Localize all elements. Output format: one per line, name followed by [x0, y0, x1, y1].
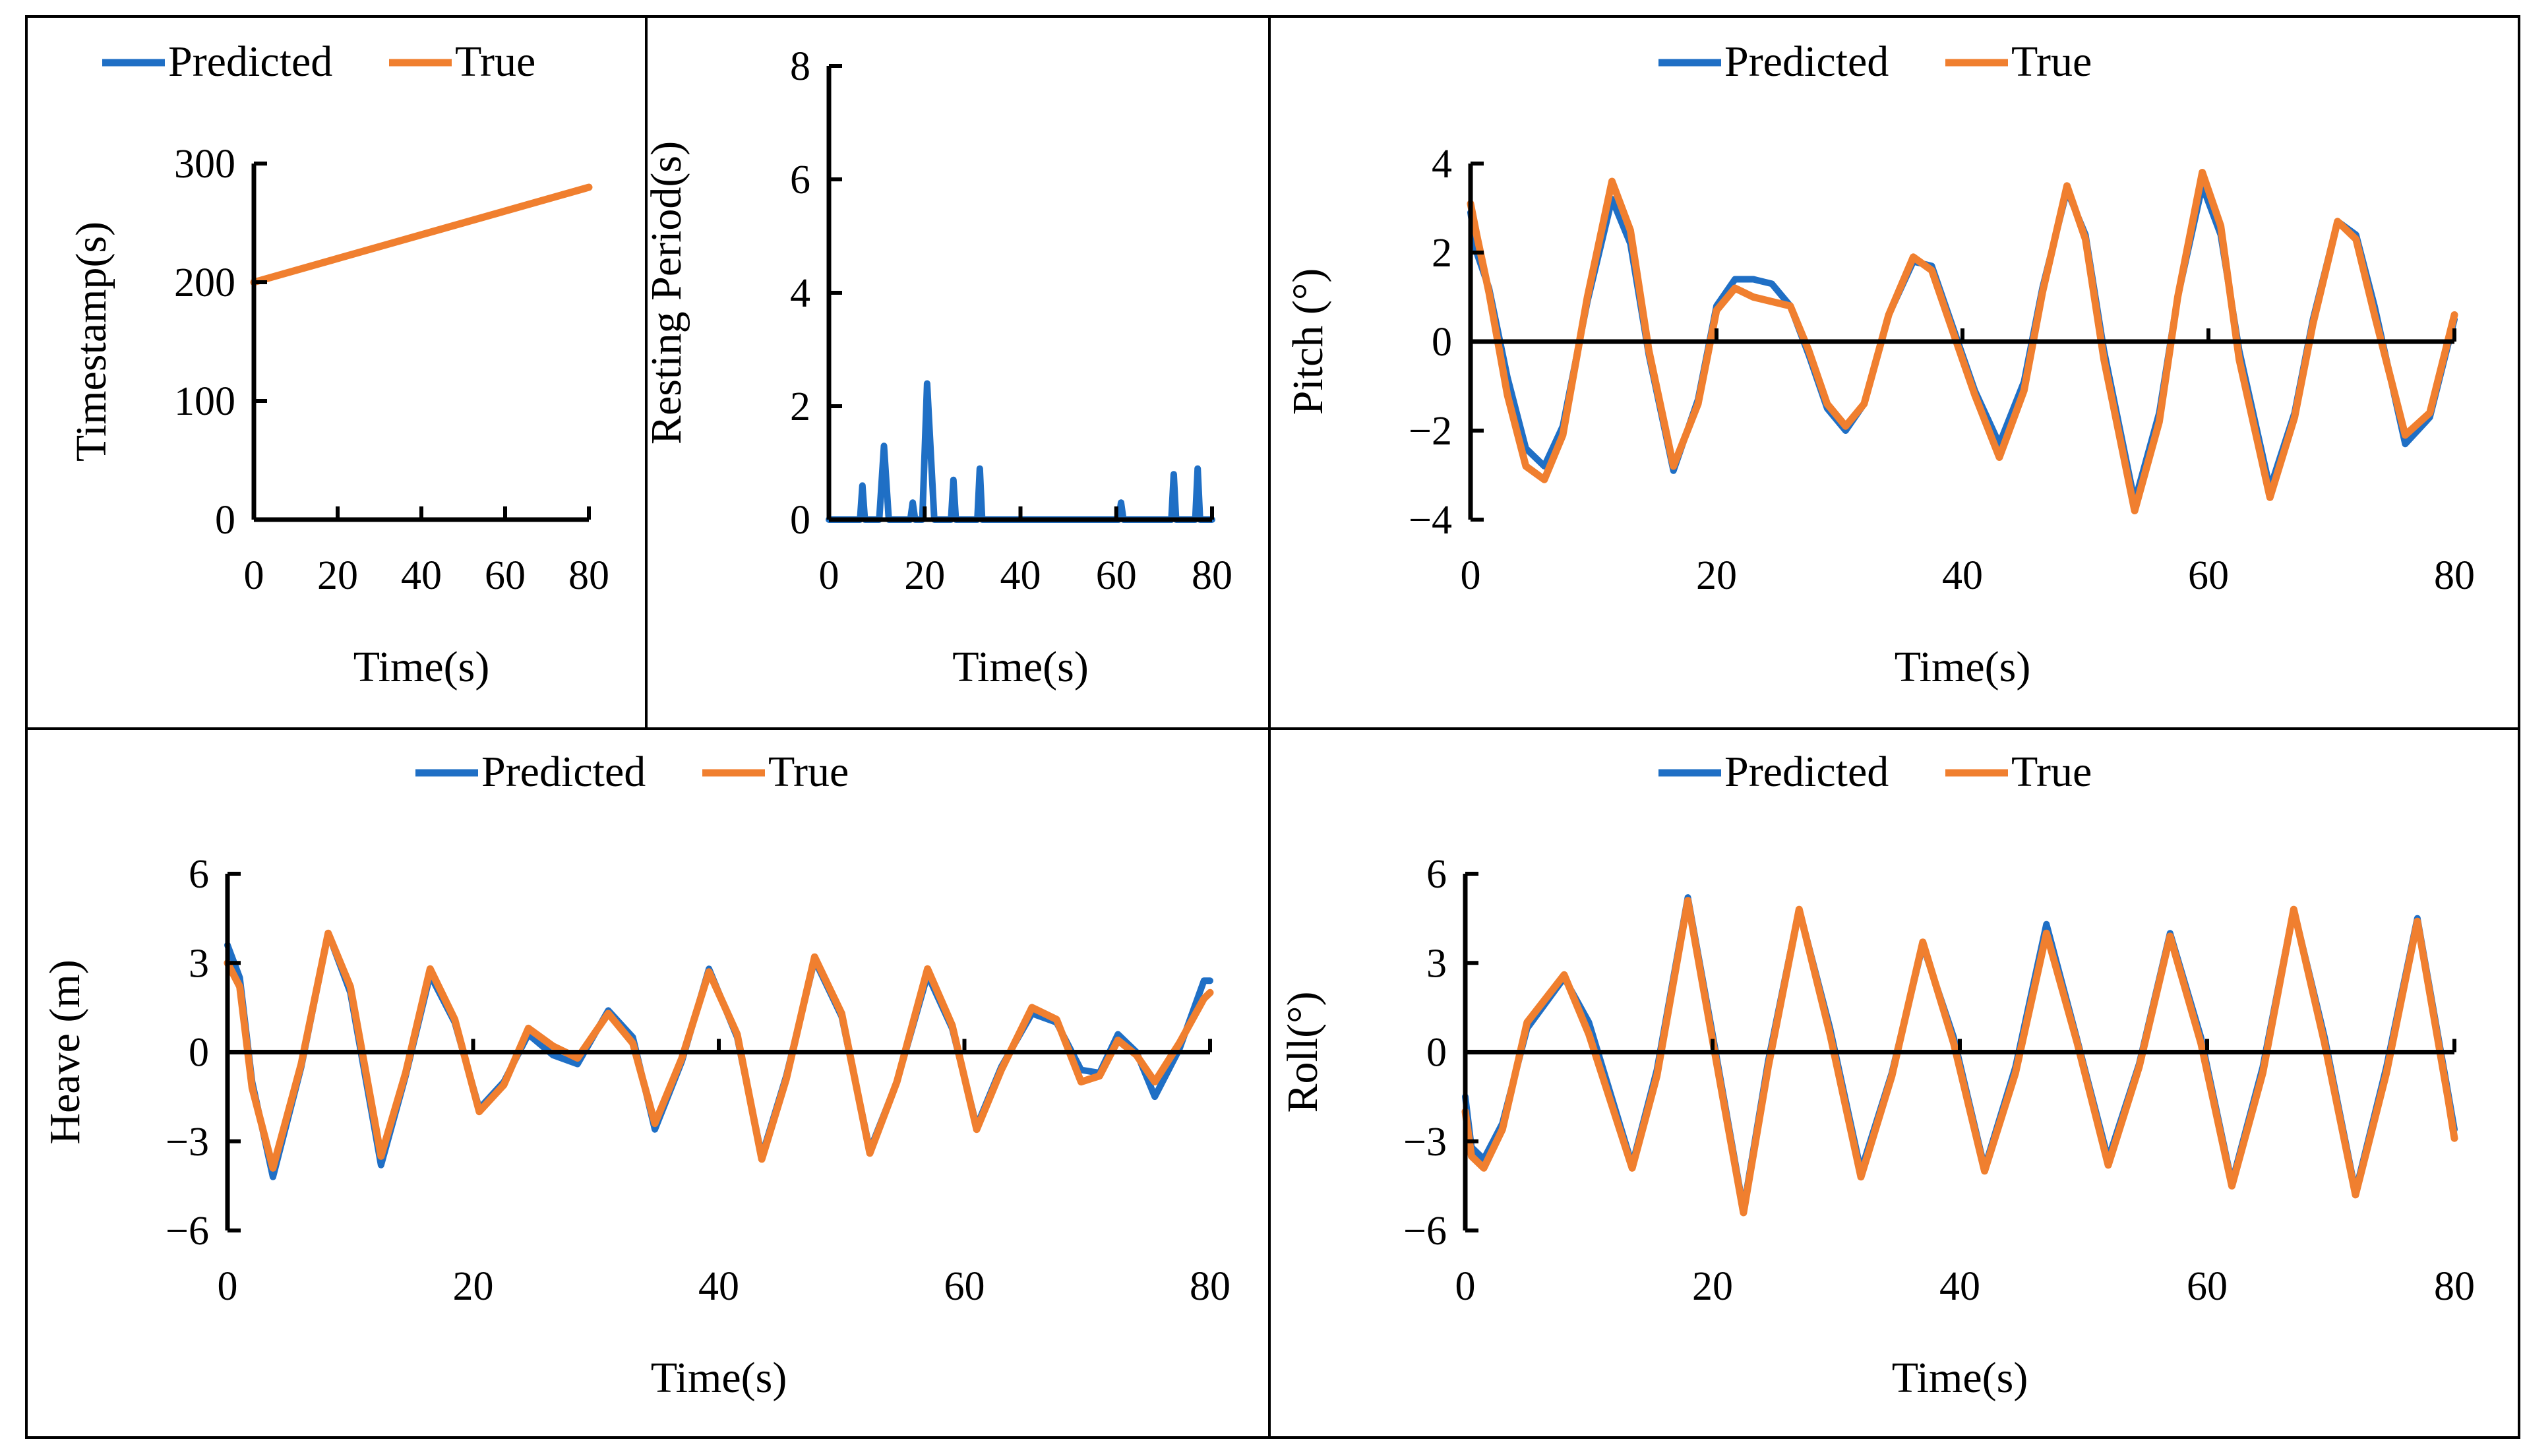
legend: Predicted True — [102, 38, 535, 86]
x-tick-label: 60 — [944, 1264, 985, 1309]
legend-label-true: True — [768, 748, 849, 796]
x-tick-label: 80 — [2434, 1264, 2475, 1309]
legend-label-predicted: Predicted — [168, 38, 332, 86]
x-tick-label: 60 — [2187, 1264, 2228, 1309]
x-tick-label: 0 — [1461, 553, 1481, 598]
x-tick-label: 20 — [317, 553, 358, 598]
series-true-roll — [1461, 897, 2458, 1217]
y-tick-label: 2 — [790, 384, 810, 429]
legend-label-true: True — [455, 38, 535, 86]
y-tick-label: −4 — [1409, 498, 1452, 543]
x-tick-label: 0 — [819, 553, 839, 598]
x-tick-label: 40 — [1000, 553, 1041, 598]
y-tick-label: 6 — [790, 158, 810, 202]
x-axis-label: Time(s) — [353, 643, 490, 691]
series-predicted-resting — [826, 380, 1215, 523]
y-tick-label: 3 — [1426, 941, 1447, 986]
x-tick-label: 40 — [1939, 1264, 1980, 1309]
y-tick-label: −2 — [1409, 409, 1452, 454]
x-tick-label: 20 — [1696, 553, 1737, 598]
y-tick-label: −3 — [166, 1120, 209, 1165]
x-tick-label: 0 — [1455, 1264, 1476, 1309]
y-tick-label: 6 — [189, 852, 209, 897]
x-tick-label: 40 — [698, 1264, 739, 1309]
legend-label-predicted: Predicted — [481, 748, 646, 796]
y-tick-label: 2 — [1432, 231, 1452, 276]
series-true-timestamp — [250, 183, 593, 286]
legend-label-true: True — [2011, 38, 2092, 86]
y-tick-label: 300 — [174, 142, 235, 187]
x-tick-label: 20 — [1692, 1264, 1733, 1309]
y-tick-label: 200 — [174, 260, 235, 305]
x-axis-label: Time(s) — [1892, 1354, 2028, 1402]
x-tick-label: 80 — [568, 553, 609, 598]
y-tick-label: 0 — [790, 498, 810, 543]
legend-label-predicted: Predicted — [1724, 38, 1889, 86]
x-tick-label: 80 — [2434, 553, 2475, 598]
y-tick-label: 0 — [189, 1031, 209, 1076]
y-tick-label: −3 — [1403, 1120, 1447, 1165]
x-tick-label: 60 — [485, 553, 526, 598]
x-tick-label: 60 — [1096, 553, 1137, 598]
y-tick-label: 0 — [215, 498, 235, 543]
y-tick-label: 3 — [189, 941, 209, 986]
y-axis-label: Resting Period(s) — [642, 141, 690, 444]
series-true-heave — [224, 929, 1214, 1172]
chart-timestamp: 0 100 200 300 0 20 40 60 80 Time(s) Timestamp(s) Pr… — [67, 38, 609, 691]
x-axis-label: Time(s) — [651, 1354, 787, 1402]
x-tick-label: 40 — [1942, 553, 1983, 598]
y-axis-label: Timestamp(s) — [67, 222, 115, 462]
x-tick-label: 20 — [453, 1264, 494, 1309]
x-tick-label: 80 — [1192, 553, 1232, 598]
x-axis-label: Time(s) — [952, 643, 1089, 691]
x-axis-label: Time(s) — [1895, 643, 2031, 691]
y-tick-label: 8 — [790, 44, 810, 89]
legend-label-true: True — [2011, 748, 2092, 796]
y-tick-label: 100 — [174, 379, 235, 424]
x-tick-label: 80 — [1190, 1264, 1231, 1309]
x-tick-label: 20 — [904, 553, 945, 598]
y-tick-label: 4 — [790, 271, 810, 316]
y-tick-label: 4 — [1432, 142, 1452, 187]
y-tick-label: −6 — [166, 1209, 209, 1254]
legend: Predicted True — [1658, 748, 2092, 796]
y-tick-label: 0 — [1432, 320, 1452, 365]
x-tick-label: 40 — [401, 553, 442, 598]
legend: Predicted True — [415, 748, 849, 796]
y-tick-label: −6 — [1403, 1209, 1447, 1254]
x-tick-label: 0 — [244, 553, 264, 598]
legend-label-predicted: Predicted — [1724, 748, 1889, 796]
y-axis-label: Heave (m) — [41, 959, 89, 1144]
figure-border — [25, 15, 2520, 1439]
y-tick-label: 0 — [1426, 1031, 1447, 1076]
y-axis-label: Roll(°) — [1279, 991, 1327, 1112]
y-axis-label: Pitch (°) — [1284, 268, 1332, 415]
legend: Predicted True — [1658, 38, 2092, 86]
y-tick-label: 6 — [1426, 852, 1447, 897]
x-tick-label: 60 — [2188, 553, 2229, 598]
series-true-pitch — [1467, 169, 2458, 514]
x-tick-label: 0 — [218, 1264, 238, 1309]
